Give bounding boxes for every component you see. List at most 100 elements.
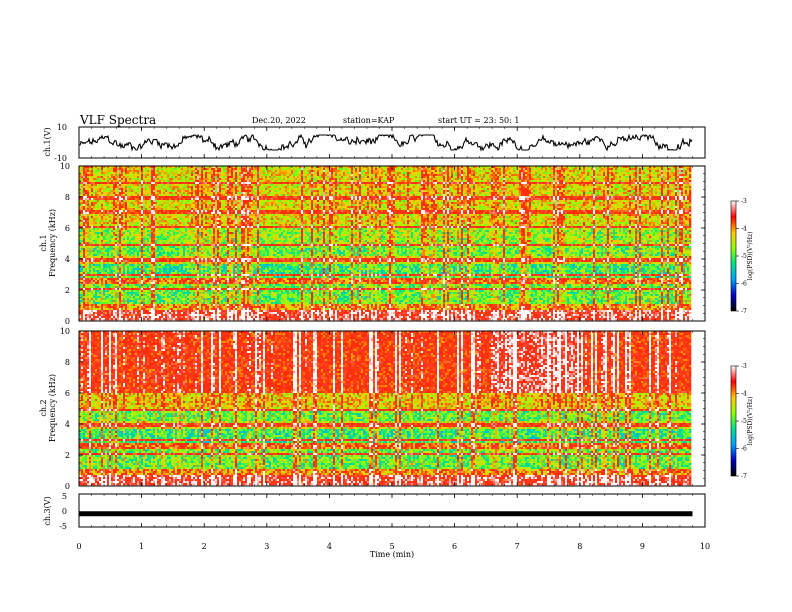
- spectrogram-cell: [107, 236, 110, 239]
- spectrogram-cell: [173, 294, 176, 297]
- spectrogram-cell: [139, 248, 142, 251]
- spectrogram-cell: [141, 286, 144, 289]
- spectrogram-cell: [81, 308, 84, 311]
- spectrogram-cell: [201, 272, 204, 275]
- spectrogram-cell: [97, 260, 100, 263]
- spectrogram-cell: [85, 238, 88, 241]
- spectrogram-cell: [135, 286, 138, 289]
- spectrogram-cell: [113, 318, 116, 321]
- spectrogram-cell: [205, 228, 208, 231]
- spectrogram-cell: [79, 186, 82, 189]
- spectrogram-cell: [121, 256, 124, 259]
- spectrogram-cell: [101, 198, 104, 201]
- spectrogram-cell: [147, 246, 150, 249]
- spectrogram-cell: [171, 180, 174, 183]
- spectrogram-cell: [175, 200, 178, 203]
- spectrogram-cell: [105, 236, 108, 239]
- spectrogram-cell: [177, 180, 180, 183]
- spectrogram-cell: [183, 204, 186, 207]
- spectrogram-cell: [169, 210, 172, 213]
- spectrogram-cell: [153, 232, 156, 235]
- spectrogram-cell: [103, 254, 106, 257]
- spectrogram-cell: [177, 230, 180, 233]
- spectrogram-cell: [83, 198, 86, 201]
- spectrogram-cell: [179, 284, 182, 287]
- spectrogram-cell: [135, 298, 138, 301]
- spectrogram-cell: [89, 280, 92, 283]
- spectrogram-cell: [109, 284, 112, 287]
- spectrogram-cell: [165, 298, 168, 301]
- spectrogram-cell: [117, 228, 120, 231]
- spectrogram-cell: [131, 314, 134, 317]
- spectrogram-cell: [137, 288, 140, 291]
- spectrogram-cell: [131, 206, 134, 209]
- spectrogram-cell: [175, 258, 178, 261]
- spectrogram-cell: [143, 248, 146, 251]
- spectrogram-cell: [93, 194, 96, 197]
- spectrogram-cell: [115, 192, 118, 195]
- spectrogram-cell: [199, 220, 202, 223]
- spectrogram-cell: [79, 218, 82, 221]
- spectrogram-cell: [193, 180, 196, 183]
- spectrogram-cell: [107, 256, 110, 259]
- spectrogram-cell: [137, 178, 140, 181]
- spectrogram-cell: [103, 258, 106, 261]
- spectrogram-cell: [123, 278, 126, 281]
- spectrogram-cell: [191, 284, 194, 287]
- spectrogram-cell: [131, 180, 134, 183]
- spectrogram-cell: [105, 266, 108, 269]
- spectrogram-cell: [107, 302, 110, 305]
- spectrogram-cell: [159, 212, 162, 215]
- spectrogram-cell: [131, 196, 134, 199]
- spectrogram-cell: [119, 310, 122, 313]
- spectrogram-cell: [167, 224, 170, 227]
- spectrogram-cell: [193, 166, 196, 169]
- spectrogram-cell: [105, 176, 108, 179]
- spectrogram-cell: [119, 316, 122, 319]
- spectrogram-cell: [143, 228, 146, 231]
- spectrogram-cell: [125, 272, 128, 275]
- spectrogram-cell: [139, 220, 142, 223]
- spectrogram-cell: [141, 312, 144, 315]
- spectrogram-cell: [121, 286, 124, 289]
- spectrogram-cell: [93, 278, 96, 281]
- spectrogram-cell: [193, 272, 196, 275]
- spectrogram-cell: [133, 234, 136, 237]
- spectrogram-cell: [117, 232, 120, 235]
- spectrogram-cell: [113, 172, 116, 175]
- spectrogram-cell: [175, 238, 178, 241]
- spectrogram-cell: [103, 198, 106, 201]
- spectrogram-cell: [125, 238, 128, 241]
- spectrogram-cell: [171, 178, 174, 181]
- spectrogram-cell: [149, 170, 152, 173]
- spectrogram-cell: [171, 290, 174, 293]
- spectrogram-cell: [183, 230, 186, 233]
- spectrogram-cell: [105, 170, 108, 173]
- spectrogram-cell: [167, 314, 170, 317]
- spectrogram-cell: [133, 260, 136, 263]
- spectrogram-cell: [133, 186, 136, 189]
- spectrogram-cell: [121, 178, 124, 181]
- spectrogram-cell: [171, 176, 174, 179]
- spectrogram-cell: [175, 182, 178, 185]
- spectrogram-cell: [81, 302, 84, 305]
- spectrogram-cell: [93, 178, 96, 181]
- spectrogram-cell: [97, 174, 100, 177]
- spectrogram-cell: [155, 256, 158, 259]
- spectrogram-cell: [149, 314, 152, 317]
- spectrogram-cell: [141, 268, 144, 271]
- spectrogram-cell: [187, 300, 190, 303]
- spectrogram-cell: [175, 278, 178, 281]
- spectrogram-cell: [191, 262, 194, 265]
- spectrogram-cell: [123, 170, 126, 173]
- spectrogram-cell: [147, 166, 150, 169]
- spectrogram-cell: [83, 310, 86, 313]
- spectrogram-cell: [101, 192, 104, 195]
- spectrogram-cell: [187, 218, 190, 221]
- spectrogram-cell: [187, 230, 190, 233]
- spectrogram-cell: [201, 194, 204, 197]
- spectrogram-cell: [149, 252, 152, 255]
- spectrogram-cell: [93, 176, 96, 179]
- spectrogram-cell: [195, 216, 198, 219]
- spectrogram-cell: [133, 280, 136, 283]
